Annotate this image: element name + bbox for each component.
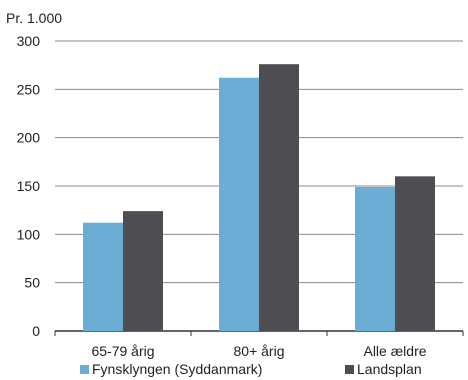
x-category-label: Alle ældre [363,343,426,359]
bar-fynsklyngen [355,186,395,331]
legend-item-fynsklyngen: Fynsklyngen (Syddanmark) [80,361,262,377]
legend: Fynsklyngen (Syddanmark) Landsplan [0,361,468,379]
legend-label-landsplan: Landsplan [357,361,422,377]
legend-swatch-fynsklyngen [80,364,89,374]
bar-fynsklyngen [83,222,123,331]
bar-landsplan [259,64,299,331]
y-tick-label: 0 [32,323,40,339]
y-tick-label: 100 [17,226,41,242]
bar-fynsklyngen [219,77,259,331]
legend-swatch-landsplan [345,364,354,374]
y-tick-label: 50 [24,275,40,291]
y-tick-label: 250 [17,81,41,97]
legend-item-landsplan: Landsplan [345,361,422,377]
y-tick-label: 200 [17,130,41,146]
bar-landsplan [395,176,435,331]
x-category-label: 65-79 årig [91,343,154,359]
y-axis-unit-label: Pr. 1.000 [6,10,63,26]
x-category-label: 80+ årig [234,343,285,359]
legend-label-fynsklyngen: Fynsklyngen (Syddanmark) [92,361,263,377]
y-tick-label: 150 [17,178,41,194]
bar-landsplan [123,211,163,331]
y-tick-label: 300 [17,33,41,49]
